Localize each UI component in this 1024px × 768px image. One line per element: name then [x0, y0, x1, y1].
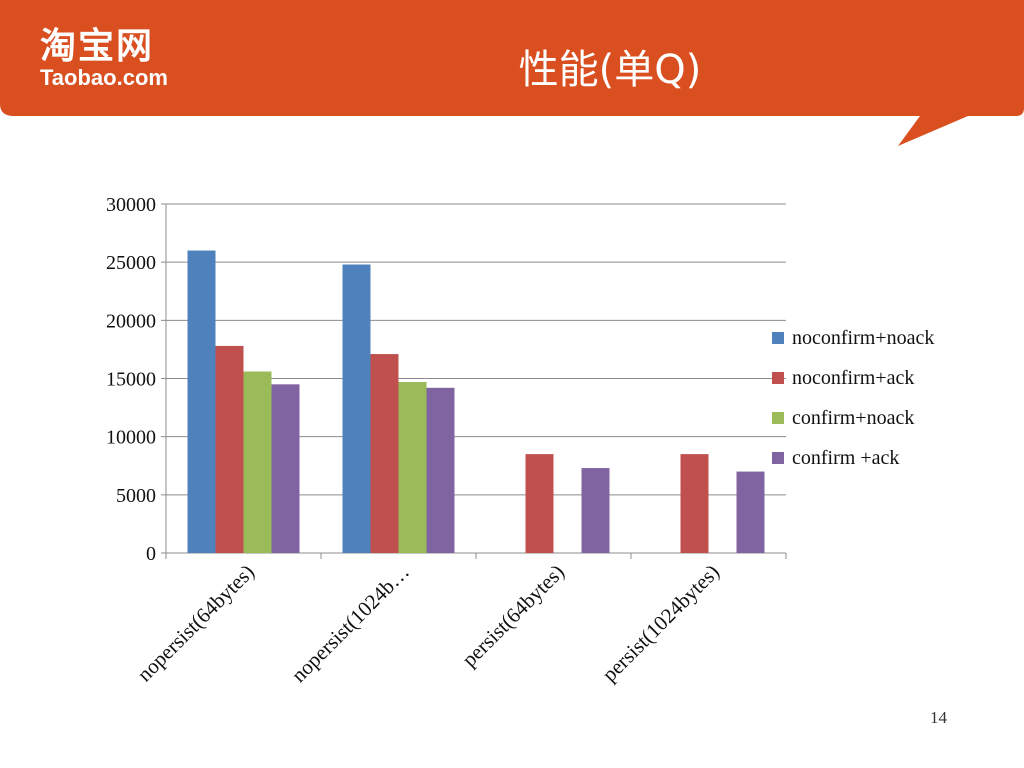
logo-english-text: Taobao.com: [40, 65, 168, 90]
bar-confirm-ack: [271, 384, 300, 553]
bar-confirm-ack: [581, 468, 610, 553]
legend-item: confirm+noack: [772, 398, 934, 438]
legend-item: noconfirm+noack: [772, 318, 934, 358]
x-category-label: persist(1024bytes): [597, 560, 724, 687]
legend-label: confirm+noack: [792, 406, 915, 429]
y-tick-label: 10000: [106, 427, 156, 449]
slide-title: 性能(单Q): [518, 47, 702, 93]
y-tick-label: 30000: [106, 194, 156, 216]
y-tick-label: 5000: [116, 485, 156, 507]
legend-swatch: [772, 372, 784, 384]
y-tick-label: 15000: [106, 369, 156, 391]
legend-swatch: [772, 412, 784, 424]
y-tick-label: 25000: [106, 252, 156, 274]
legend-label: noconfirm+noack: [792, 326, 935, 349]
legend-swatch: [772, 332, 784, 344]
legend-item: noconfirm+ack: [772, 358, 934, 398]
bar-noconfirm-noack: [187, 250, 216, 554]
chart-legend: noconfirm+noack noconfirm+ack confirm+noac…: [772, 318, 934, 478]
header-banner: [0, 0, 1024, 146]
legend-swatch: [772, 452, 784, 464]
x-category-label: nopersist(64bytes): [132, 560, 259, 687]
page-number: 14: [930, 708, 947, 727]
x-category-label: persist(64bytes): [457, 560, 569, 672]
y-tick-label: 0: [146, 543, 156, 565]
bar-confirm-ack: [426, 387, 455, 553]
legend-label: confirm +ack: [792, 446, 900, 469]
bar-noconfirm-ack: [525, 454, 554, 553]
bar-noconfirm-noack: [342, 264, 371, 553]
bar-noconfirm-ack: [680, 454, 709, 553]
legend-label: noconfirm+ack: [792, 366, 915, 389]
bar-confirm-noack: [398, 381, 427, 553]
logo-chinese-text: 淘宝网: [40, 25, 155, 66]
legend-item: confirm +ack: [772, 438, 934, 478]
bar-noconfirm-ack: [215, 345, 244, 553]
x-category-label: nopersist(1024b…: [287, 560, 415, 688]
bar-noconfirm-ack: [370, 354, 399, 553]
bar-confirm-noack: [243, 371, 272, 553]
y-tick-label: 20000: [106, 310, 156, 332]
taobao-logo[interactable]: 淘宝网 Taobao.com: [40, 28, 168, 90]
bar-confirm-ack: [736, 471, 765, 553]
